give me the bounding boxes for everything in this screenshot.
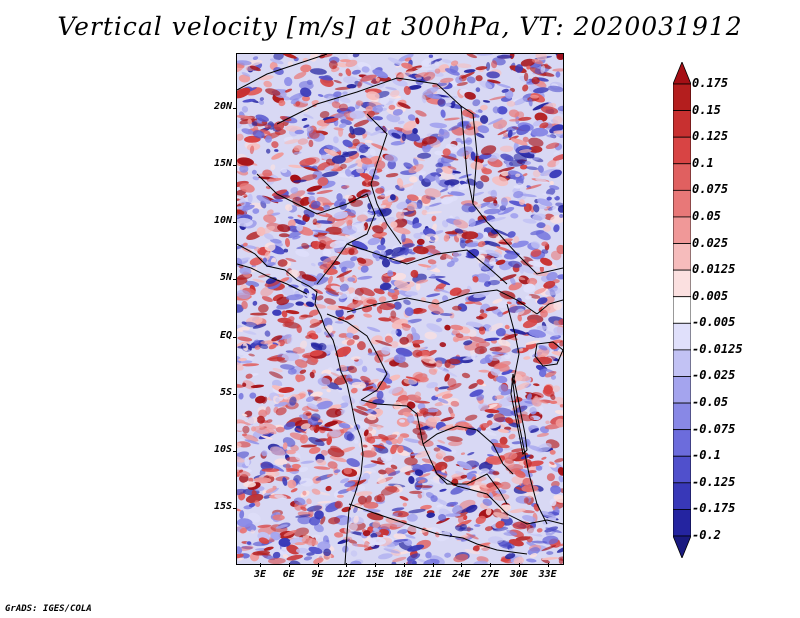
- border-nigeria: [256, 173, 376, 285]
- colorbar-label: 0.05: [692, 208, 721, 223]
- lake-tanganyika: [510, 373, 528, 456]
- colorbar: [673, 62, 691, 558]
- colorbar-label: -0.025: [692, 368, 736, 383]
- colorbar-segment: [673, 376, 691, 404]
- colorbar-label: -0.05: [692, 395, 729, 410]
- lat-tick-label: 5N: [219, 272, 232, 284]
- lon-tick-mark: [317, 563, 319, 567]
- map-plot: [236, 53, 564, 565]
- border-car: [346, 243, 508, 285]
- lat-tick-mark: [233, 336, 237, 338]
- colorbar-label: -0.0125: [692, 341, 743, 356]
- colorbar-segment: [673, 402, 691, 431]
- country-borders: [237, 54, 563, 564]
- lake-victoria: [534, 341, 563, 367]
- colorbar-segment: [673, 322, 691, 351]
- lon-tick-label: 18E: [394, 569, 413, 580]
- lon-tick-mark: [288, 563, 290, 567]
- lon-tick-mark: [547, 563, 549, 567]
- colorbar-label: 0.025: [692, 235, 729, 250]
- lon-tick-mark: [490, 563, 492, 567]
- colorbar-segment: [673, 136, 691, 165]
- colorbar-extend-min: [673, 535, 691, 558]
- lon-tick-mark: [346, 563, 348, 567]
- colorbar-segment: [673, 189, 691, 218]
- lat-tick-label: EQ: [219, 329, 232, 341]
- colorbar-label: 0.005: [692, 288, 729, 303]
- colorbar-segment: [673, 269, 691, 298]
- lon-tick-mark: [518, 563, 520, 567]
- colorbar-segment: [673, 349, 691, 377]
- border-drc-south: [422, 425, 514, 475]
- colorbar-segment: [673, 455, 691, 484]
- border-north-2: [276, 77, 474, 205]
- colorbar-label: -0.005: [692, 315, 736, 330]
- colorbar-label: 0.0125: [692, 262, 736, 277]
- lon-tick-label: 6E: [282, 569, 295, 580]
- velocity-field: [237, 54, 563, 564]
- colorbar-label: 0.175: [692, 76, 729, 90]
- colorbar-label: -0.1: [692, 448, 721, 463]
- colorbar-segment: [673, 509, 691, 537]
- lon-tick-label: 21E: [423, 569, 442, 580]
- border-congo: [326, 313, 388, 401]
- lon-tick-mark: [461, 563, 463, 567]
- lon-tick-label: 30E: [509, 569, 528, 580]
- colorbar-label: -0.075: [692, 421, 736, 436]
- border-chad: [366, 113, 402, 245]
- lat-tick-mark: [233, 279, 237, 281]
- lon-tick-label: 3E: [253, 569, 266, 580]
- colorbar-label: -0.175: [692, 501, 736, 516]
- lat-tick-label: 10N: [213, 215, 232, 227]
- lat-tick-mark: [233, 165, 237, 167]
- lon-tick-mark: [403, 563, 405, 567]
- colorbar-label: 0.15: [692, 102, 721, 117]
- colorbar-segment: [673, 110, 691, 138]
- border-drc-east: [506, 303, 548, 525]
- colorbar-extend-max: [673, 62, 691, 85]
- border-zambia: [436, 473, 563, 525]
- lat-tick-mark: [233, 393, 237, 395]
- colorbar-label: 0.1: [692, 155, 714, 170]
- border-angola-south: [348, 503, 528, 555]
- lat-tick-label: 20N: [213, 100, 232, 112]
- lon-tick-label: 12E: [337, 569, 356, 580]
- colorbar-label: -0.125: [692, 474, 736, 489]
- coastline-west: [237, 243, 364, 564]
- border-north-1: [237, 54, 328, 91]
- map-canvas: [237, 54, 563, 564]
- lat-tick-mark: [233, 107, 237, 109]
- lon-tick-mark: [259, 563, 261, 567]
- gulf-coast: [237, 263, 308, 295]
- lat-tick-label: 5S: [219, 386, 232, 398]
- border-east: [536, 299, 563, 315]
- lon-tick-label: 24E: [452, 569, 471, 580]
- lat-tick-mark: [233, 222, 237, 224]
- colorbar-segment: [673, 482, 691, 510]
- colorbar-label: 0.125: [692, 129, 729, 144]
- lon-tick-mark: [375, 563, 377, 567]
- lat-tick-mark: [233, 508, 237, 510]
- colorbar-label: -0.2: [692, 528, 721, 542]
- lat-tick-label: 15N: [213, 158, 232, 170]
- colorbar-label: 0.075: [692, 182, 729, 197]
- colorbar-segment: [673, 83, 691, 111]
- colorbar-segment: [673, 163, 691, 191]
- colorbar-segment: [673, 296, 691, 324]
- lon-tick-mark: [432, 563, 434, 567]
- lon-tick-label: 33E: [538, 569, 557, 580]
- colorbar-segment: [673, 429, 691, 457]
- border-drc-north: [346, 289, 538, 315]
- lon-tick-label: 15E: [365, 569, 385, 580]
- lon-tick-label: 27E: [481, 569, 500, 580]
- lon-tick-label: 9E: [311, 569, 324, 580]
- chart-title: Vertical velocity [m/s] at 300hPa, VT: 2…: [57, 12, 743, 41]
- colorbar-segment: [673, 243, 691, 271]
- colorbar-segment: [673, 216, 691, 244]
- border-sudan: [460, 105, 563, 275]
- credit-text: GrADS: IGES/COLA: [5, 604, 92, 614]
- lat-tick-mark: [233, 450, 237, 452]
- lat-tick-label: 10S: [213, 443, 232, 455]
- lat-tick-label: 15S: [213, 501, 232, 513]
